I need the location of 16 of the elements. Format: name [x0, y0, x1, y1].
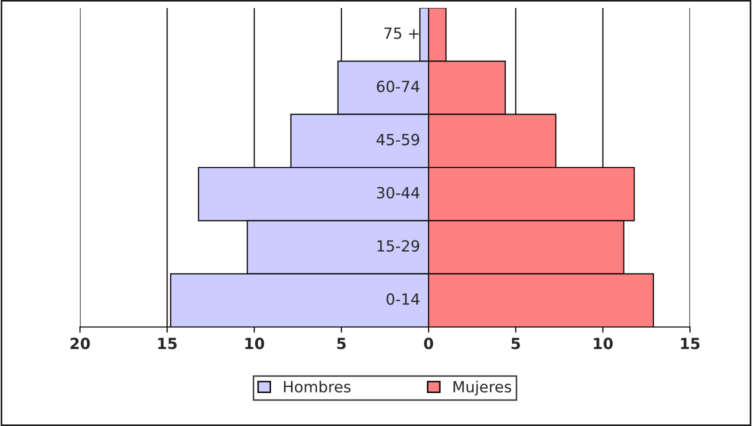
y-tick-label: 45-59 [376, 134, 420, 146]
x-tick-label: 20 [70, 338, 90, 350]
y-tick-label: 15-29 [378, 240, 420, 252]
y-tick-label: 75 + [384, 28, 419, 40]
x-tick-label: 0 [424, 338, 434, 350]
x-tick-label: 10 [594, 338, 613, 350]
y-tick-label: 60-74 [376, 80, 420, 92]
y-tick-label: 0-14 [386, 293, 420, 305]
x-tick-label: 5 [337, 338, 346, 350]
x-tick-label: 10 [245, 338, 264, 350]
x-tick-label: 15 [681, 338, 700, 350]
legend-label: Hombres [284, 380, 351, 393]
x-tick-label: 5 [512, 338, 520, 350]
x-tick-label: 15 [158, 338, 177, 350]
y-tick-label: 30-44 [377, 186, 420, 199]
legend-label: Mujeres [454, 380, 512, 396]
